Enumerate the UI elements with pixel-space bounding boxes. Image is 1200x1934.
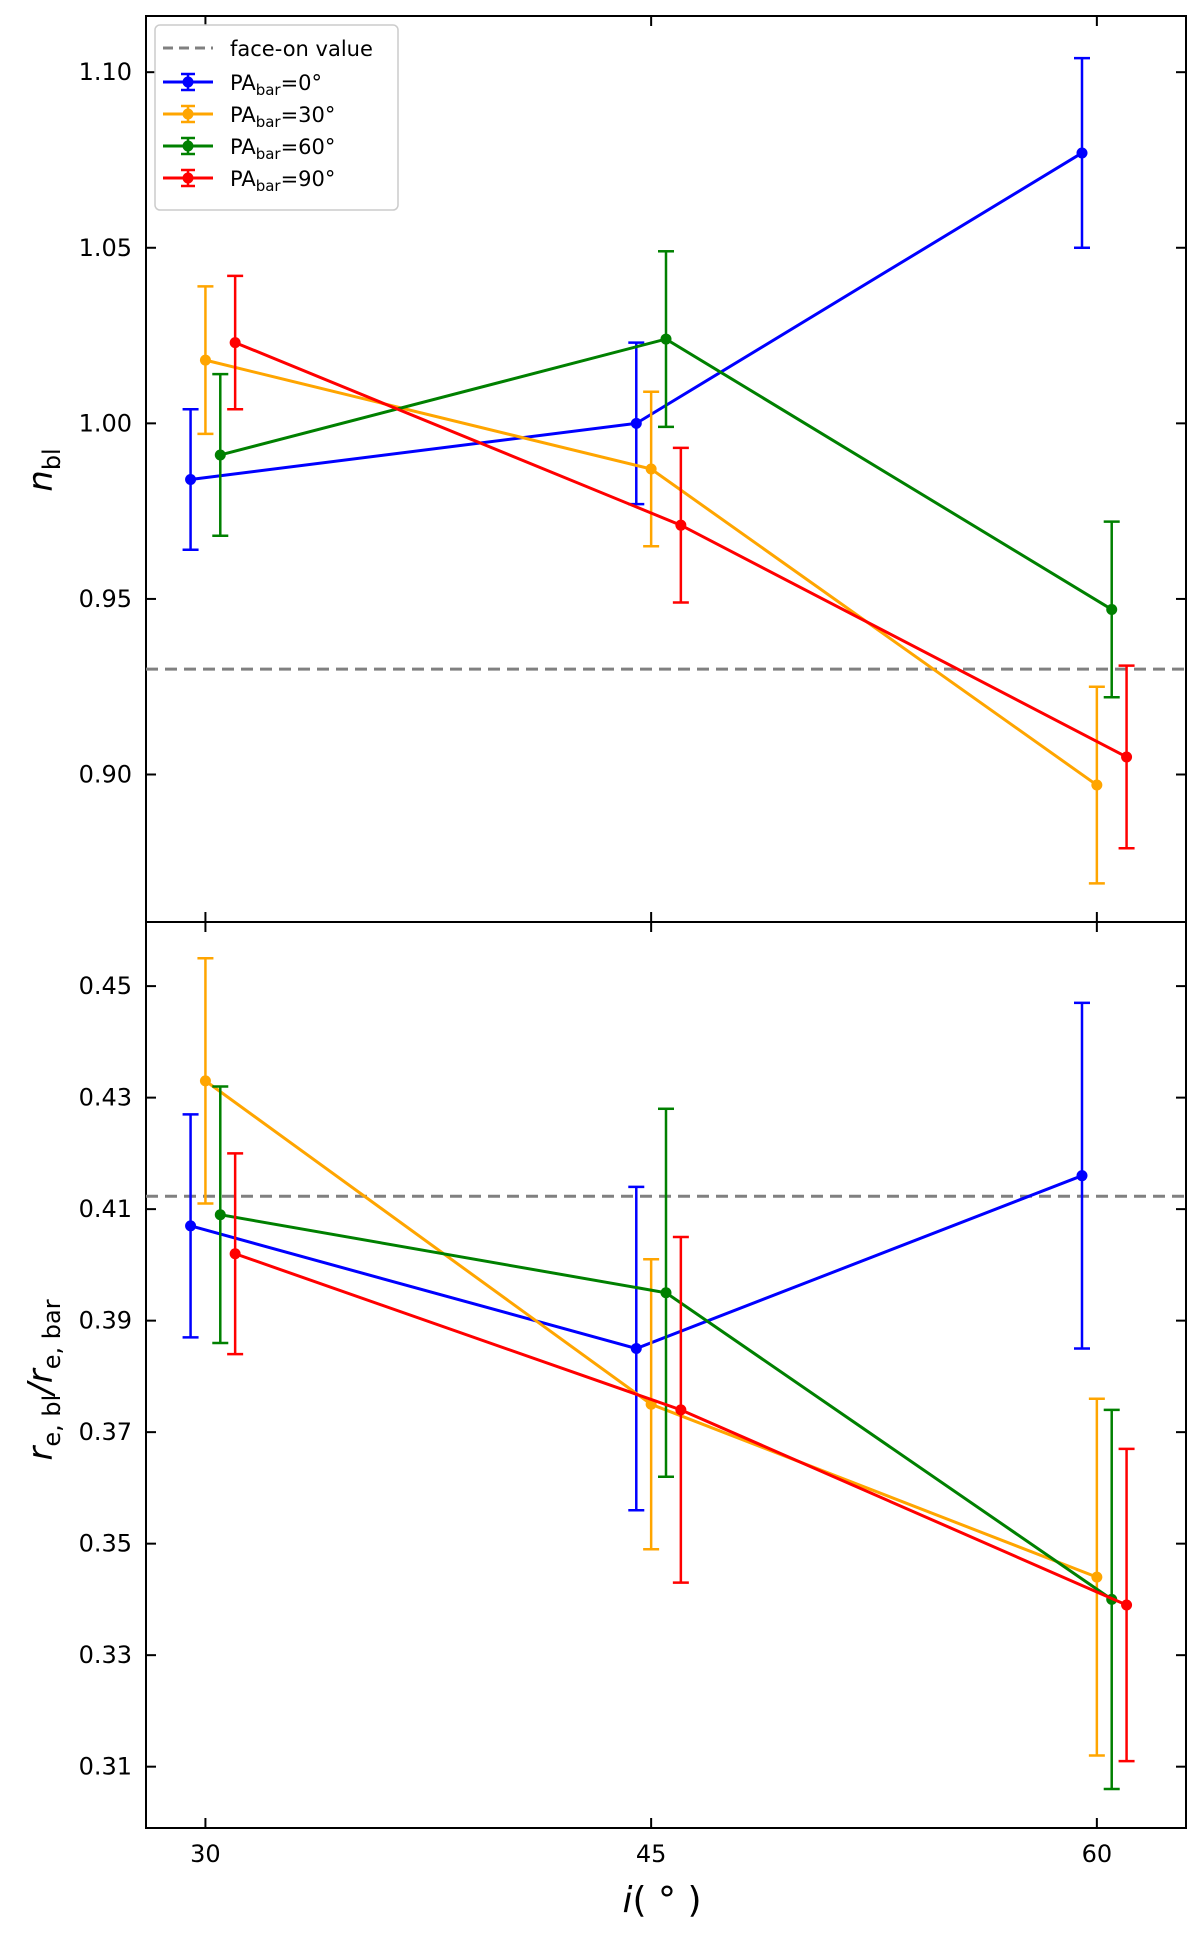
y-tick-label: 0.45 bbox=[79, 972, 132, 1000]
y-tick-label: 0.39 bbox=[79, 1307, 132, 1335]
y-tick-label: 0.37 bbox=[79, 1418, 132, 1446]
bottom-y-axis-label-sub1: e, bl bbox=[38, 1395, 66, 1447]
data-point bbox=[675, 519, 687, 531]
data-point bbox=[660, 333, 672, 345]
legend-frame bbox=[154, 24, 399, 211]
legend-label: PAbar=60° bbox=[230, 135, 335, 163]
data-point bbox=[1091, 1571, 1103, 1583]
data-point bbox=[1076, 147, 1088, 159]
data-point bbox=[229, 337, 241, 349]
y-tick-label: 0.35 bbox=[79, 1530, 132, 1558]
data-point bbox=[199, 354, 211, 366]
legend-swatch-marker bbox=[182, 172, 194, 184]
data-point bbox=[660, 1287, 672, 1299]
legend-label: PAbar=30° bbox=[230, 103, 335, 131]
bottom-y-axis-label-main: r bbox=[21, 1445, 61, 1461]
data-point bbox=[199, 1075, 211, 1087]
series-1 bbox=[197, 285, 1105, 885]
y-tick-label: 0.90 bbox=[79, 761, 132, 789]
x-tick-label: 60 bbox=[1082, 1840, 1113, 1868]
data-point bbox=[1121, 1599, 1133, 1611]
data-point bbox=[229, 1248, 241, 1260]
data-point bbox=[185, 1220, 197, 1232]
y-tick-label: 0.31 bbox=[79, 1753, 132, 1781]
y-tick-label: 1.05 bbox=[79, 234, 132, 262]
data-point bbox=[645, 463, 657, 475]
panel-frame bbox=[145, 921, 1187, 1829]
y-tick-label: 1.00 bbox=[79, 409, 132, 437]
series-0 bbox=[182, 1001, 1090, 1512]
series-0 bbox=[182, 56, 1090, 552]
top-panel-n-bl: 0.90 0.95 1.00 1.05 1.10 bbox=[79, 15, 1187, 923]
x-axis-label-main: i bbox=[623, 1880, 633, 1921]
bottom-y-axis-label-mid: /r bbox=[21, 1367, 61, 1397]
data-point bbox=[675, 1404, 687, 1416]
y-tick-label: 0.41 bbox=[79, 1195, 132, 1223]
legend-swatch-marker bbox=[182, 108, 194, 120]
series-3 bbox=[227, 274, 1135, 850]
x-axis-label: i( ° ) bbox=[623, 1880, 702, 1921]
x-tick-label: 30 bbox=[190, 1840, 221, 1868]
y-tick-label: 0.33 bbox=[79, 1641, 132, 1669]
legend-swatch-marker bbox=[182, 140, 194, 152]
legend-label: PAbar=0° bbox=[230, 71, 322, 99]
data-point bbox=[214, 449, 226, 461]
x-tick-label: 45 bbox=[636, 1840, 667, 1868]
legend-label: PAbar=90° bbox=[230, 167, 335, 195]
data-point bbox=[185, 474, 197, 486]
bottom-panel-re-ratio: 0.31 0.33 0.35 0.37 0.39 0.41 0.43 0.45 30 45 60 bbox=[79, 921, 1187, 1868]
top-y-axis-label: nbl bbox=[21, 448, 66, 491]
legend-swatch-marker bbox=[182, 76, 194, 88]
series-1 bbox=[197, 956, 1105, 1757]
top-y-axis-label-sub: bl bbox=[38, 448, 66, 470]
y-tick-label: 1.10 bbox=[79, 58, 132, 86]
data-point bbox=[630, 417, 642, 429]
legend-reference-label: face-on value bbox=[230, 37, 373, 61]
bottom-y-axis-label: re, bl/re, bar bbox=[21, 1299, 66, 1460]
series-3 bbox=[227, 1152, 1135, 1763]
top-y-axis-label-main: n bbox=[21, 470, 61, 492]
data-point bbox=[630, 1343, 642, 1355]
data-point bbox=[1076, 1170, 1088, 1182]
series-2 bbox=[212, 1085, 1120, 1791]
y-tick-label: 0.43 bbox=[79, 1084, 132, 1112]
bottom-y-axis-label-sub2: e, bar bbox=[38, 1299, 66, 1369]
data-point bbox=[214, 1209, 226, 1221]
data-point bbox=[1121, 751, 1133, 763]
x-axis-label-suffix: ( ° ) bbox=[633, 1880, 702, 1921]
data-point bbox=[1091, 779, 1103, 791]
series-2 bbox=[212, 250, 1120, 699]
legend: face-on value PAbar=0° PAbar=30° PAbar=60°… bbox=[154, 24, 399, 211]
data-point bbox=[1106, 603, 1118, 615]
y-tick-label: 0.95 bbox=[79, 585, 132, 613]
